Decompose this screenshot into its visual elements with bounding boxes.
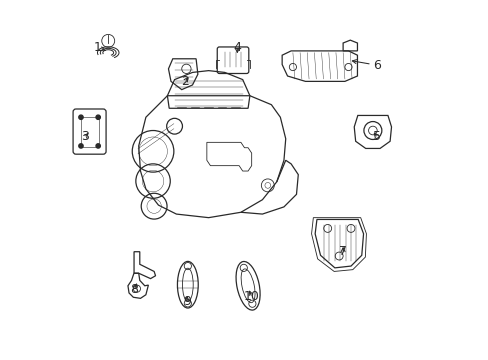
Text: 10: 10 (243, 290, 259, 303)
Text: 8: 8 (130, 283, 138, 296)
Text: 9: 9 (183, 296, 191, 309)
Text: 3: 3 (81, 130, 89, 144)
Circle shape (96, 115, 100, 120)
Text: 6: 6 (352, 59, 380, 72)
Text: 2: 2 (181, 75, 189, 88)
Text: 1: 1 (93, 41, 105, 54)
Circle shape (79, 115, 83, 120)
Text: 7: 7 (338, 245, 346, 258)
Circle shape (79, 144, 83, 148)
Bar (81, 117, 99, 147)
Circle shape (96, 144, 100, 148)
Text: 5: 5 (372, 130, 381, 144)
Text: 4: 4 (233, 41, 241, 54)
